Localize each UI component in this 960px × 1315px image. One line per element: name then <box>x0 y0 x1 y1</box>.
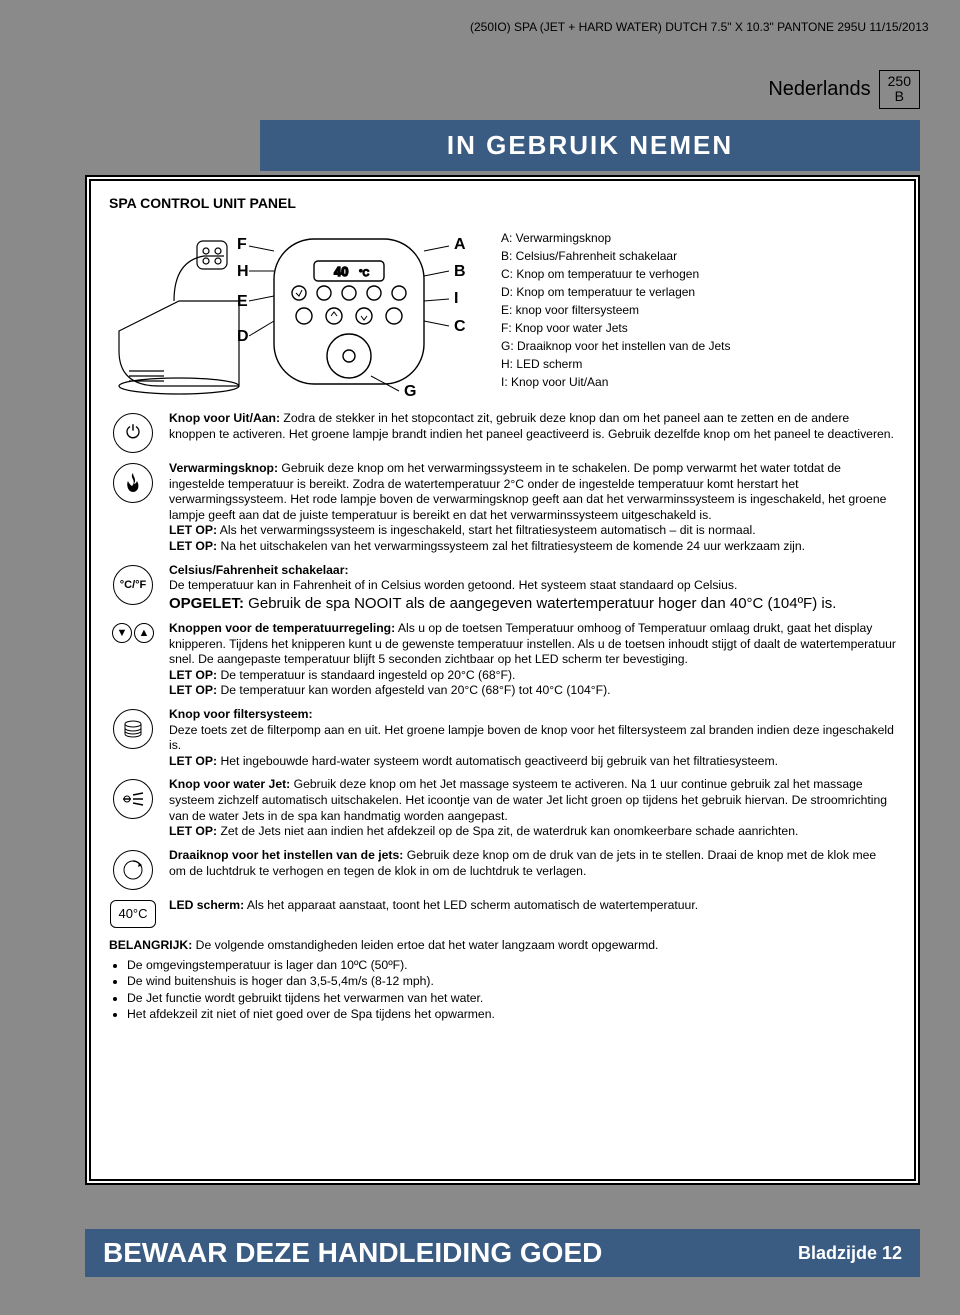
title-bar: IN GEBRUIK NEMEN <box>260 120 920 171</box>
power-title: Knop voor Uit/Aan: <box>169 411 280 425</box>
section-filter: Knop voor filtersysteem: Deze toets zet … <box>109 707 896 769</box>
main-panel: SPA CONTROL UNIT PANEL <box>85 175 920 1185</box>
language-row: Nederlands 250 B <box>768 70 920 109</box>
diagram-row: 40 °C <box>109 221 896 401</box>
dial-title: Draaiknop voor het instellen van de jets… <box>169 848 403 862</box>
temp-note2-label: LET OP: <box>169 683 217 697</box>
print-header: (250IO) SPA (JET + HARD WATER) DUTCH 7.5… <box>470 20 929 34</box>
svg-text:H: H <box>237 263 249 280</box>
cf-warn: Gebruik de spa NOOIT als de aangegeven w… <box>244 595 836 612</box>
footer-title: BEWAAR DEZE HANDLEIDING GOED <box>103 1237 774 1269</box>
footer-bar: BEWAAR DEZE HANDLEIDING GOED Bladzijde 1… <box>85 1229 920 1277</box>
cf-title: Celsius/Fahrenheit schakelaar: <box>169 563 349 577</box>
legend-item: D: Knop om temperatuur te verlagen <box>501 283 896 301</box>
important-intro: De volgende omstandigheden leiden ertoe … <box>192 938 658 952</box>
legend-item: H: LED scherm <box>501 355 896 373</box>
svg-text:B: B <box>454 263 466 280</box>
page-badge: 250 B <box>879 70 920 109</box>
jet-note: Zet de Jets niet aan indien het afdekzei… <box>217 824 798 838</box>
important-item: Het afdekzeil zit niet of niet goed over… <box>127 1007 896 1023</box>
control-panel-diagram: 40 °C <box>109 221 489 401</box>
display-temp: 40 <box>334 264 348 279</box>
svg-text:°C: °C <box>359 268 370 278</box>
filter-note-label: LET OP: <box>169 754 217 768</box>
section-temp: ▼ ▲ Knoppen voor de temperatuurregeling:… <box>109 621 896 699</box>
section-dial: Draaiknop voor het instellen van de jets… <box>109 848 896 890</box>
legend-item: B: Celsius/Fahrenheit schakelaar <box>501 247 896 265</box>
filter-note: Het ingebouwde hard-water systeem wordt … <box>217 754 778 768</box>
svg-text:I: I <box>454 290 458 307</box>
svg-text:A: A <box>454 236 466 253</box>
filter-body: Deze toets zet de filterpomp aan en uit.… <box>169 723 894 753</box>
jet-icon <box>113 779 153 819</box>
jet-note-label: LET OP: <box>169 824 217 838</box>
temp-note1: De temperatuur is standaard ingesteld op… <box>217 668 515 682</box>
updown-icon: ▼ ▲ <box>112 623 154 643</box>
svg-text:E: E <box>237 293 248 310</box>
legend-item: E: knop voor filtersysteem <box>501 301 896 319</box>
subtitle: SPA CONTROL UNIT PANEL <box>109 195 896 213</box>
section-heat: Verwarmingsknop: Gebruik deze knop om he… <box>109 461 896 555</box>
section-jet: Knop voor water Jet: Gebruik deze knop o… <box>109 777 896 839</box>
led-body: Als het apparaat aanstaat, toont het LED… <box>244 898 698 912</box>
heat-note1-label: LET OP: <box>169 523 217 537</box>
svg-text:C: C <box>454 318 466 335</box>
footer-page: Bladzijde 12 <box>798 1243 902 1264</box>
important-item: De wind buitenshuis is hoger dan 3,5-5,4… <box>127 974 896 990</box>
section-led: 40°C LED scherm: Als het apparaat aansta… <box>109 898 896 928</box>
legend: A: Verwarmingsknop B: Celsius/Fahrenheit… <box>501 221 896 401</box>
temp-title: Knoppen voor de temperatuurregeling: <box>169 621 395 635</box>
jet-title: Knop voor water Jet: <box>169 777 290 791</box>
dial-icon <box>113 850 153 890</box>
heat-title: Verwarmingsknop: <box>169 461 278 475</box>
important-block: BELANGRIJK: De volgende omstandigheden l… <box>109 938 896 1023</box>
svg-text:F: F <box>237 236 247 253</box>
legend-item: G: Draaiknop voor het instellen van de J… <box>501 337 896 355</box>
legend-item: I: Knop voor Uit/Aan <box>501 373 896 391</box>
heat-note1: Als het verwarmingssysteem is ingeschake… <box>217 523 756 537</box>
legend-item: A: Verwarmingsknop <box>501 229 896 247</box>
section-cf: °C/°F Celsius/Fahrenheit schakelaar: De … <box>109 563 896 613</box>
filter-icon <box>113 709 153 749</box>
temp-note2: De temperatuur kan worden afgesteld van … <box>217 683 610 697</box>
cf-body: De temperatuur kan in Fahrenheit of in C… <box>169 578 737 592</box>
filter-title: Knop voor filtersysteem: <box>169 707 313 721</box>
flame-icon <box>113 463 153 503</box>
important-item: De Jet functie wordt gebruikt tijdens he… <box>127 991 896 1007</box>
led-icon: 40°C <box>110 900 156 928</box>
heat-note2: Na het uitschakelen van het verwarmingss… <box>217 539 805 553</box>
svg-text:G: G <box>404 383 416 400</box>
svg-text:D: D <box>237 328 249 345</box>
cf-warn-label: OPGELET: <box>169 595 244 612</box>
section-power: ⏻ Knop voor Uit/Aan: Zodra de stekker in… <box>109 411 896 453</box>
page-badge-num: 250 <box>888 74 911 89</box>
page-badge-letter: B <box>888 89 911 104</box>
cf-icon: °C/°F <box>113 565 153 605</box>
important-item: De omgevingstemperatuur is lager dan 10º… <box>127 958 896 974</box>
language-label: Nederlands <box>768 78 870 101</box>
led-title: LED scherm: <box>169 898 244 912</box>
legend-item: F: Knop voor water Jets <box>501 319 896 337</box>
power-icon: ⏻ <box>113 413 153 453</box>
important-title: BELANGRIJK: <box>109 938 192 952</box>
legend-item: C: Knop om temperatuur te verhogen <box>501 265 896 283</box>
heat-note2-label: LET OP: <box>169 539 217 553</box>
temp-note1-label: LET OP: <box>169 668 217 682</box>
